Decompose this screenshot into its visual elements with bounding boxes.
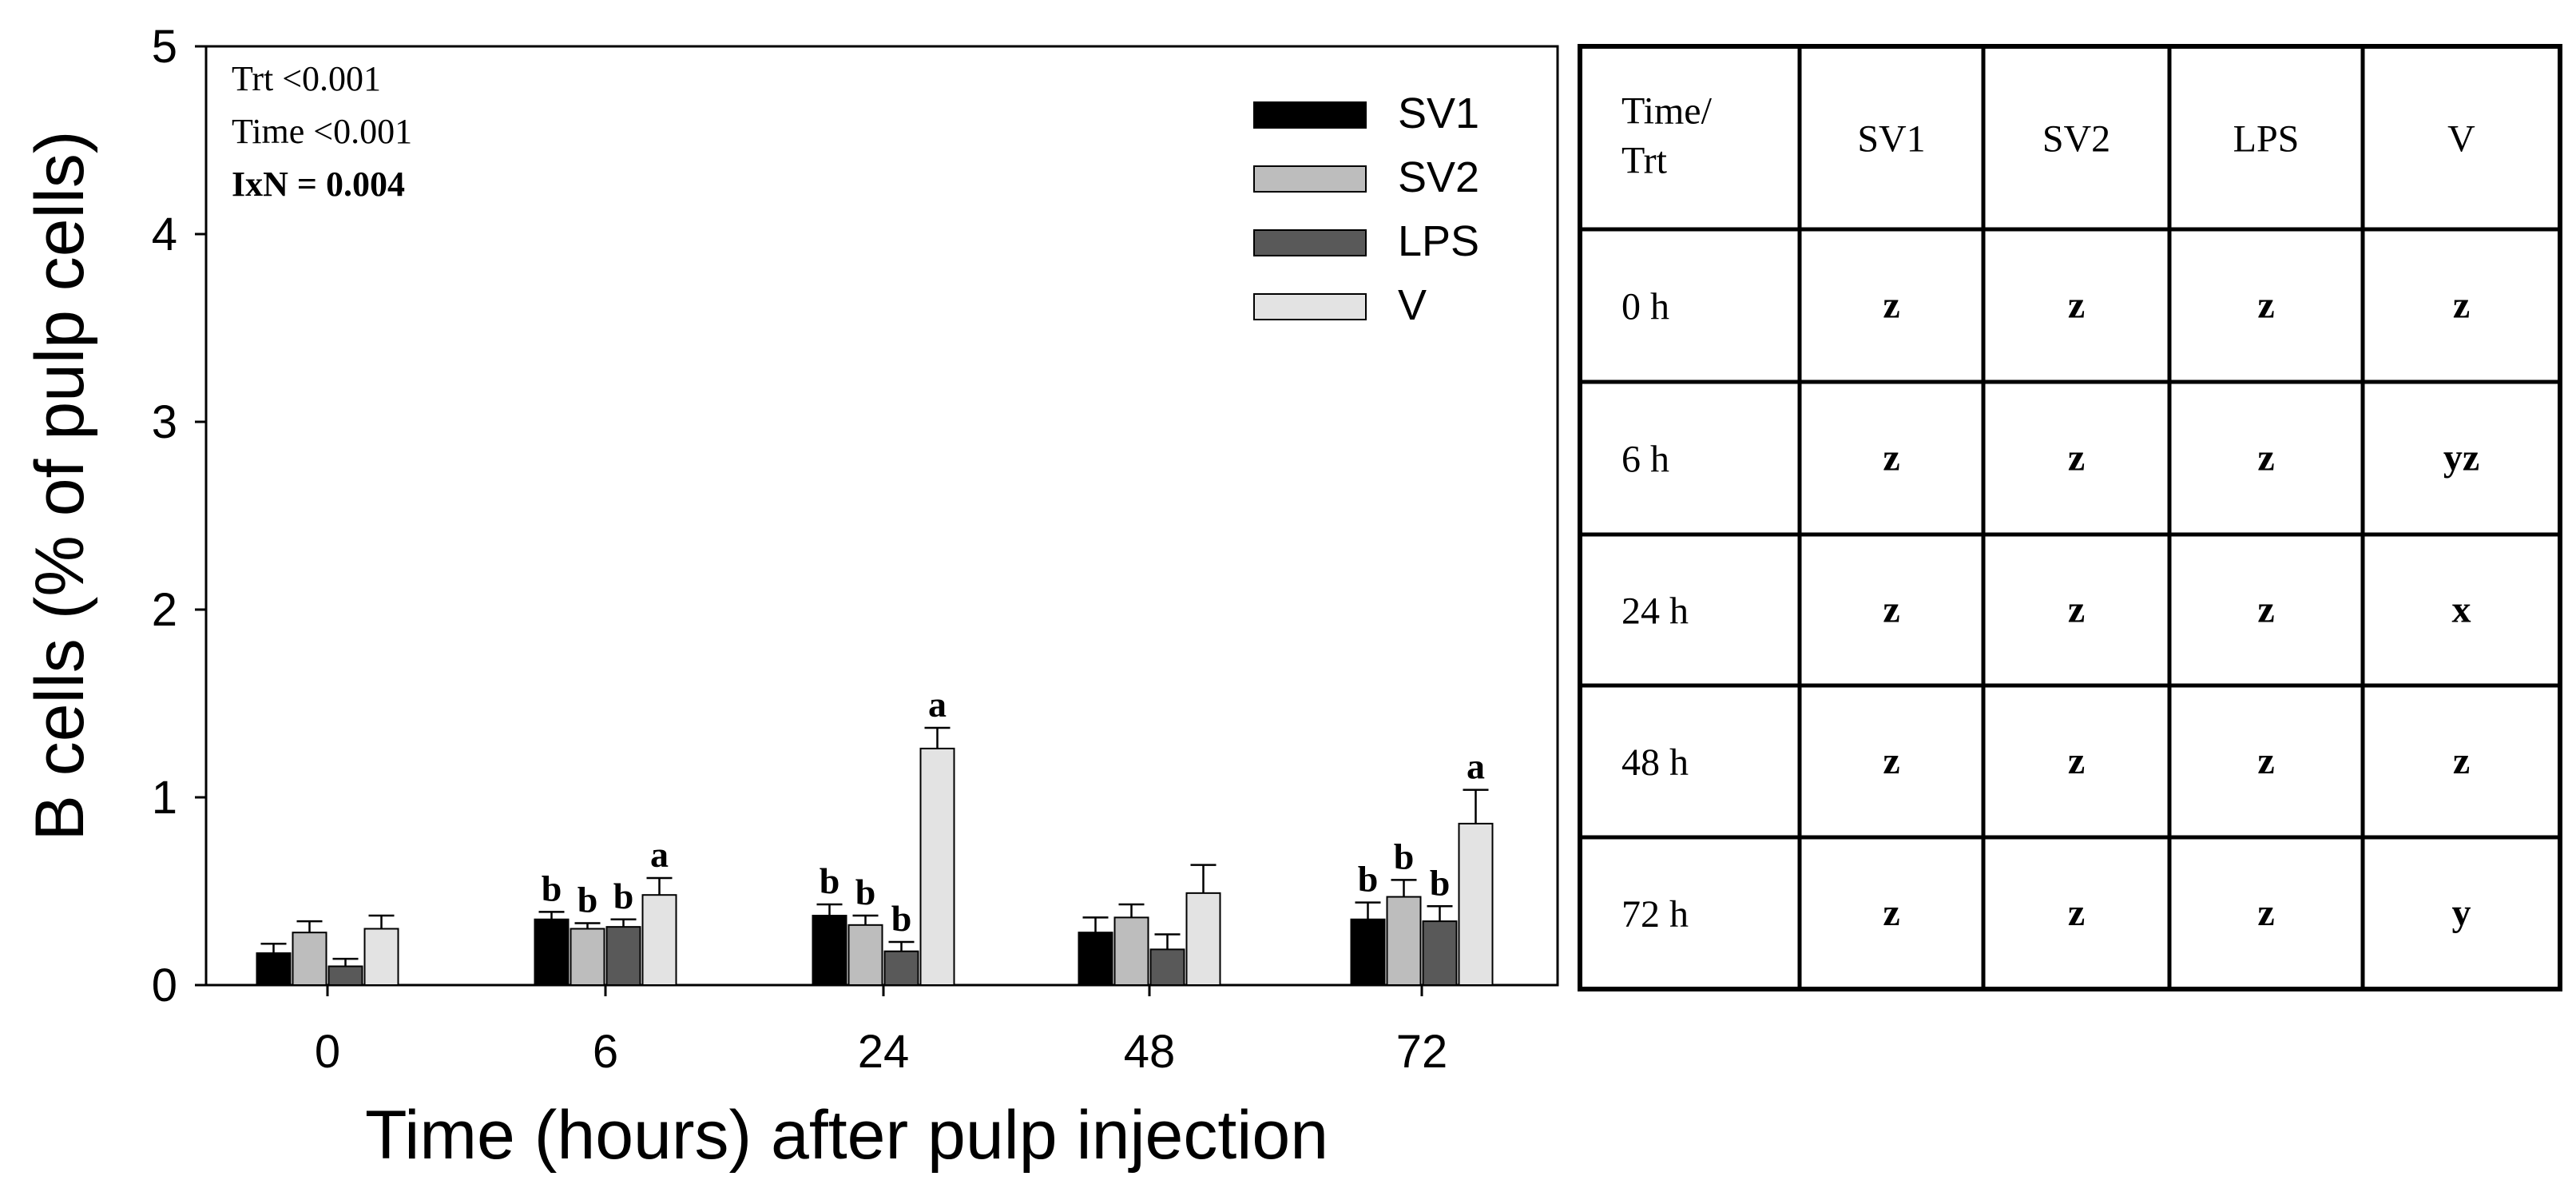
- legend-label: LPS: [1398, 217, 1479, 265]
- legend-swatch: [1253, 293, 1367, 320]
- significance-letter: a: [1467, 746, 1485, 787]
- x-tick-label: 72: [1396, 1026, 1448, 1078]
- legend-label: SV2: [1398, 153, 1479, 201]
- bar: [919, 747, 955, 987]
- legend-swatch: [1253, 229, 1367, 256]
- y-tick-label: 5: [152, 21, 177, 73]
- table-header-cell: Trt: [1621, 140, 1668, 182]
- table-cell: z: [1883, 589, 1899, 631]
- stats-line: Time <0.001: [232, 112, 412, 151]
- bar: [292, 932, 327, 986]
- bar: [327, 965, 363, 986]
- bar: [1078, 932, 1113, 986]
- significance-letter: b: [855, 872, 876, 912]
- legend-label: SV1: [1398, 89, 1479, 137]
- table-cell: y: [2452, 892, 2471, 934]
- table-cell: z: [2068, 589, 2085, 631]
- y-tick-label: 0: [152, 960, 177, 1011]
- x-tick-label: 48: [1124, 1026, 1176, 1078]
- bar: [883, 950, 919, 986]
- y-tick-label: 3: [152, 396, 177, 448]
- x-tick-label: 6: [593, 1026, 618, 1078]
- bar: [605, 926, 641, 987]
- bar: [847, 924, 883, 987]
- significance-letter: b: [578, 879, 598, 920]
- table-header-cell: SV1: [1857, 118, 1925, 161]
- legend-swatch: [1253, 165, 1367, 193]
- bar: [1149, 948, 1185, 986]
- table-cell: z: [2257, 284, 2274, 327]
- significance-letter: b: [613, 876, 634, 916]
- significance-letter: a: [650, 834, 669, 875]
- legend: SV1 SV2 LPS V: [1253, 89, 1479, 329]
- table-row-label: 72 h: [1621, 893, 1689, 936]
- bar: [1422, 920, 1458, 986]
- table-header-cell: Time/: [1621, 90, 1713, 133]
- x-axis-label: Time (hours) after pulp injection: [365, 1097, 1328, 1174]
- bar: [1386, 896, 1422, 987]
- table-cell: yz: [2443, 437, 2479, 479]
- bar: [812, 915, 847, 987]
- legend-label: V: [1398, 281, 1427, 329]
- table-header-cell: SV2: [2042, 118, 2110, 161]
- table-border: [1578, 44, 2562, 991]
- table-cell: z: [1883, 892, 1899, 934]
- table-cell: z: [2068, 284, 2085, 327]
- table-cell: z: [2068, 740, 2085, 782]
- bar: [570, 928, 605, 986]
- significance-letter: a: [928, 684, 947, 725]
- table-row-label: 24 h: [1621, 590, 1689, 633]
- bar: [363, 928, 399, 986]
- bar: [1185, 892, 1221, 986]
- table-cell: z: [2257, 740, 2274, 782]
- table-header-cell: LPS: [2233, 118, 2300, 161]
- table-cell: z: [2068, 437, 2085, 479]
- table-cell: z: [1883, 284, 1899, 327]
- significance-letter: b: [1430, 862, 1451, 903]
- table-cell: z: [2257, 589, 2274, 631]
- table-row-label: 48 h: [1621, 741, 1689, 784]
- x-axis: 0 6 24 48 72: [315, 985, 1447, 1078]
- table-cell: z: [1883, 740, 1899, 782]
- y-tick-label: 2: [152, 584, 177, 636]
- table-cell: x: [2452, 589, 2471, 631]
- y-tick-label: 4: [152, 209, 177, 260]
- significance-letter: b: [542, 868, 562, 908]
- table-cell: z: [2257, 892, 2274, 934]
- table-cell: z: [2453, 284, 2470, 327]
- bar: [641, 894, 677, 986]
- stats-line: IxN = 0.004: [232, 165, 405, 204]
- table-cell: z: [2453, 740, 2470, 782]
- x-tick-label: 0: [315, 1026, 340, 1078]
- table-row-label: 6 h: [1621, 439, 1669, 481]
- table-row-label: 0 h: [1621, 286, 1669, 328]
- y-tick-label: 1: [152, 772, 177, 824]
- table-header-cell: V: [2447, 118, 2475, 161]
- y-axis: 0 1 2 3 4 5: [152, 21, 206, 1011]
- stats-annotation: Trt <0.001 Time <0.001 IxN = 0.004: [232, 59, 412, 204]
- bar: [1458, 822, 1494, 987]
- bar: [1113, 916, 1149, 987]
- y-axis-label: B cells (% of pulp cells): [22, 131, 98, 841]
- stats-line: Trt <0.001: [232, 59, 381, 98]
- bar: [1350, 918, 1386, 986]
- significance-letter: b: [1358, 859, 1379, 900]
- significance-letter: b: [891, 898, 912, 939]
- table-cell: z: [1883, 437, 1899, 479]
- significance-letter: b: [1394, 836, 1415, 876]
- x-tick-label: 24: [858, 1026, 910, 1078]
- bar: [256, 952, 292, 987]
- legend-swatch: [1253, 101, 1367, 129]
- table-cell: z: [2257, 437, 2274, 479]
- table-cell: z: [2068, 892, 2085, 934]
- bar: [534, 918, 570, 986]
- significance-letter: b: [820, 860, 840, 901]
